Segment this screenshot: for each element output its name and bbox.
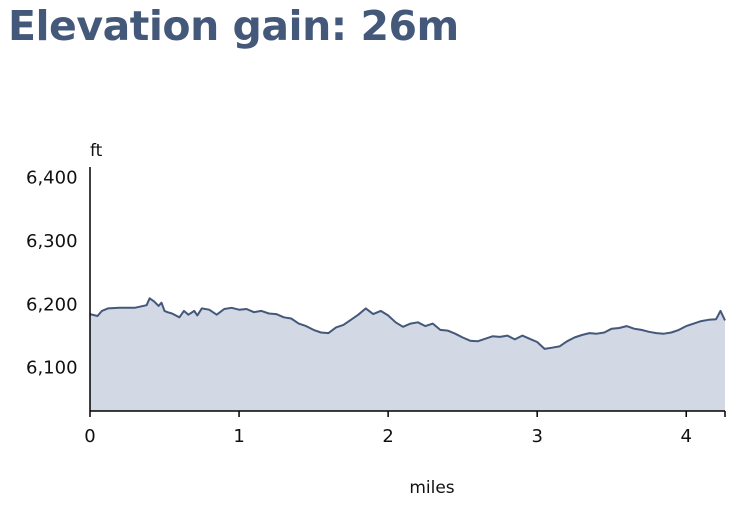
y-tick-label: 6,200 xyxy=(26,294,78,315)
x-tick-label: 1 xyxy=(233,426,244,447)
x-axis-unit-label: miles xyxy=(409,478,454,498)
x-tick-label: 3 xyxy=(531,426,542,447)
x-axis-ticks: 0 1 2 3 4 xyxy=(84,411,726,447)
y-tick-label: 6,100 xyxy=(26,358,78,379)
x-tick-label: 0 xyxy=(84,426,95,447)
x-tick-label: 4 xyxy=(681,426,692,447)
y-tick-label: 6,300 xyxy=(26,231,78,252)
y-tick-label: 6,400 xyxy=(26,168,78,189)
y-axis-ticks: 6,100 6,200 6,300 6,400 xyxy=(26,168,78,379)
elevation-area xyxy=(90,298,725,411)
chart-title: Elevation gain: 26m xyxy=(8,2,459,50)
y-axis-unit-label: ft xyxy=(90,141,103,161)
x-tick-label: 2 xyxy=(382,426,393,447)
elevation-line xyxy=(89,297,726,350)
